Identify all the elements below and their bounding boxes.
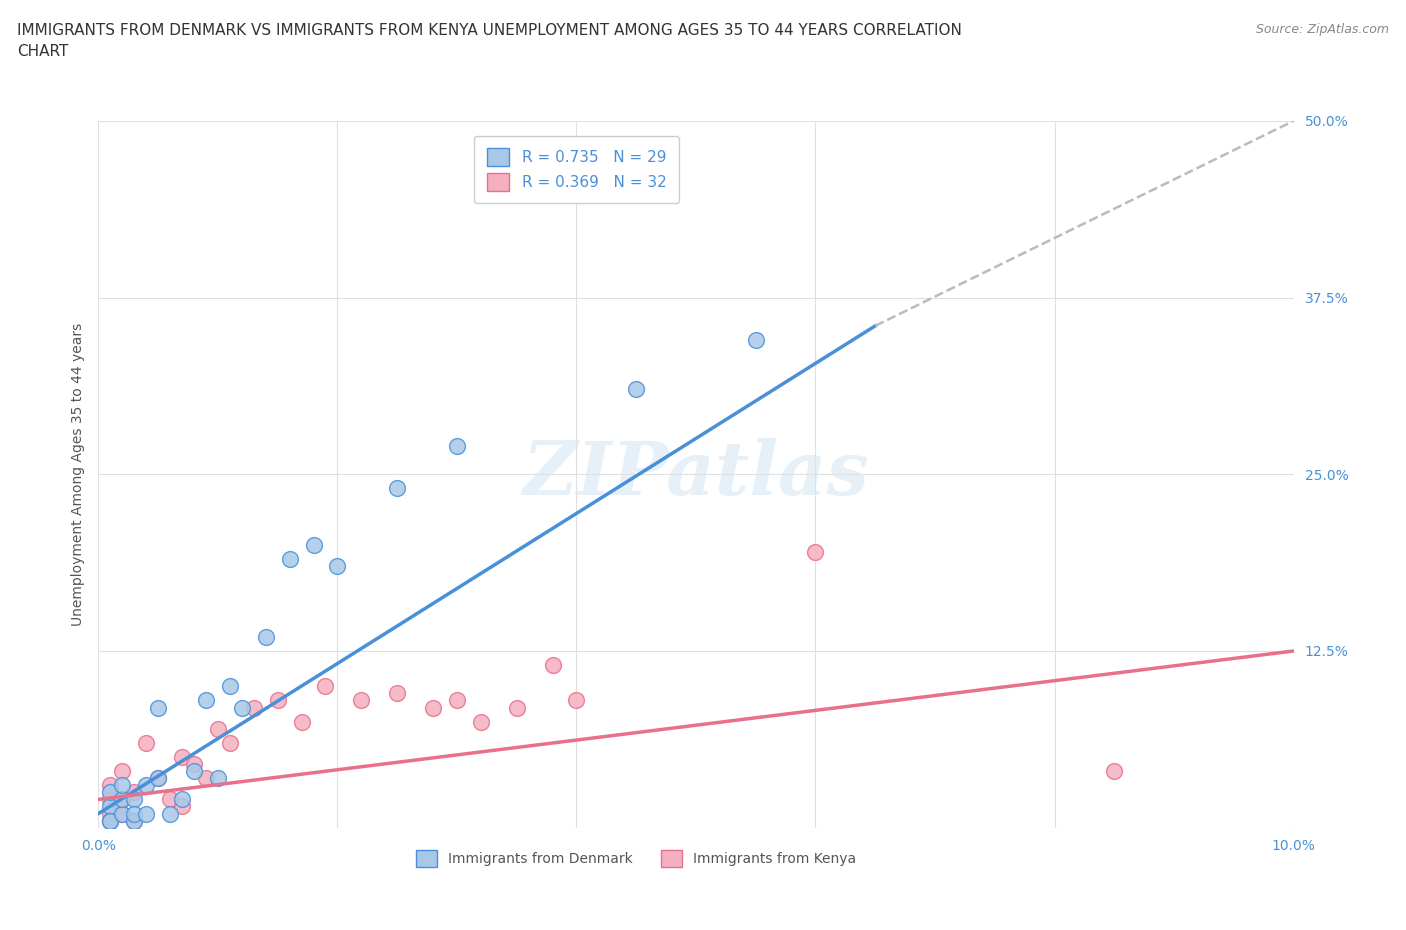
Point	[219, 679, 242, 694]
Point	[172, 799, 194, 814]
Point	[111, 777, 134, 792]
Point	[98, 785, 122, 800]
Point	[183, 757, 205, 772]
Point	[231, 700, 253, 715]
Point	[267, 693, 290, 708]
Point	[195, 771, 218, 786]
Point	[626, 382, 648, 397]
Point	[124, 792, 146, 807]
Point	[135, 806, 157, 821]
Point	[111, 764, 134, 778]
Point	[148, 771, 170, 786]
Point	[98, 792, 122, 807]
Point	[385, 481, 409, 496]
Point	[278, 551, 301, 566]
Point	[98, 799, 122, 814]
Point	[207, 771, 229, 786]
Point	[135, 777, 157, 792]
Text: Source: ZipAtlas.com: Source: ZipAtlas.com	[1256, 23, 1389, 36]
Point	[541, 658, 564, 672]
Point	[111, 806, 134, 821]
Text: ZIPatlas: ZIPatlas	[523, 438, 869, 511]
Point	[446, 693, 468, 708]
Point	[219, 736, 242, 751]
Point	[148, 771, 170, 786]
Point	[207, 722, 229, 737]
Point	[254, 630, 277, 644]
Point	[804, 545, 827, 560]
Point	[302, 538, 325, 552]
Point	[159, 792, 181, 807]
Point	[243, 700, 266, 715]
Point	[350, 693, 373, 708]
Point	[98, 806, 122, 821]
Point	[1104, 764, 1126, 778]
Legend: Immigrants from Denmark, Immigrants from Kenya: Immigrants from Denmark, Immigrants from…	[409, 843, 863, 874]
Text: IMMIGRANTS FROM DENMARK VS IMMIGRANTS FROM KENYA UNEMPLOYMENT AMONG AGES 35 TO 4: IMMIGRANTS FROM DENMARK VS IMMIGRANTS FR…	[17, 23, 962, 60]
Point	[565, 693, 588, 708]
Point	[422, 700, 444, 715]
Point	[385, 686, 409, 701]
Point	[745, 333, 768, 348]
Point	[506, 700, 529, 715]
Point	[98, 813, 122, 828]
Point	[172, 792, 194, 807]
Y-axis label: Unemployment Among Ages 35 to 44 years: Unemployment Among Ages 35 to 44 years	[70, 323, 84, 626]
Point	[124, 785, 146, 800]
Point	[172, 750, 194, 764]
Point	[183, 764, 205, 778]
Point	[470, 714, 492, 729]
Point	[195, 693, 218, 708]
Point	[135, 736, 157, 751]
Point	[159, 806, 181, 821]
Point	[111, 806, 134, 821]
Point	[148, 700, 170, 715]
Point	[98, 777, 122, 792]
Point	[111, 792, 134, 807]
Point	[98, 813, 122, 828]
Point	[446, 439, 468, 454]
Point	[124, 806, 146, 821]
Point	[291, 714, 314, 729]
Point	[124, 813, 146, 828]
Point	[124, 813, 146, 828]
Point	[326, 559, 349, 574]
Point	[98, 813, 122, 828]
Point	[315, 679, 337, 694]
Point	[111, 792, 134, 807]
